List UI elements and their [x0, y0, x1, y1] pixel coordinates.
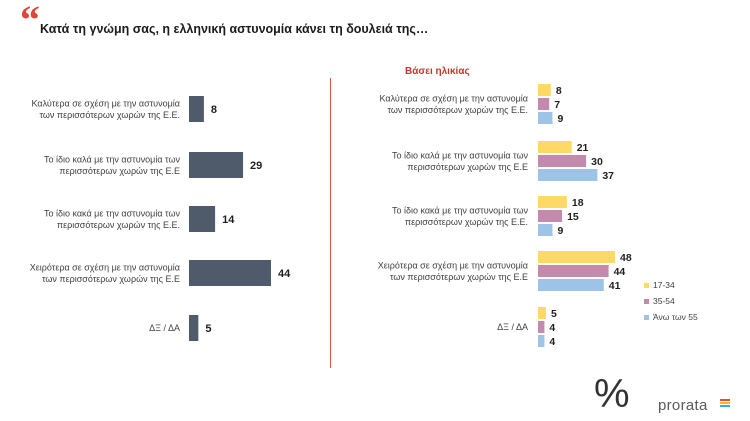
overall-bar [189, 96, 204, 122]
age-bar [538, 98, 550, 110]
age-bar [538, 307, 547, 319]
age-category-label: Καλύτερα σε σχέση με την αστυνομία [380, 93, 529, 103]
age-bar [538, 321, 545, 333]
age-value-label: 8 [556, 85, 562, 97]
age-category-label: Το ίδιο κακά με την αστυνομία των [392, 205, 529, 215]
overall-value-label: 44 [278, 268, 291, 280]
legend-label: 35-54 [653, 296, 675, 306]
age-bar [538, 196, 567, 208]
page-title: Κατά τη γνώμη σας, η ελληνική αστυνομία … [40, 22, 429, 36]
overall-category-label: των περισσότερων χωρών της Ε.Ε. [39, 110, 180, 120]
logo-stripe [720, 402, 730, 404]
overall-bar [189, 260, 271, 286]
brand-logo: prorata [658, 397, 708, 414]
age-bar [538, 210, 563, 222]
age-category-label: Χειρότερα σε σχέση με την αστυνομία [378, 260, 528, 270]
legend-label: Άνω των 55 [653, 312, 698, 322]
legend-label: 17-34 [653, 280, 675, 290]
legend-swatch [644, 315, 649, 320]
age-value-label: 9 [557, 225, 563, 237]
logo-stripes-icon [720, 399, 730, 408]
legend-swatch [644, 299, 649, 304]
age-value-label: 44 [614, 266, 626, 278]
age-category-label: των περισσότερων χωρών της Ε.Ε [390, 272, 528, 282]
logo-stripe [720, 405, 730, 407]
overall-value-label: 29 [250, 160, 262, 172]
age-value-label: 7 [554, 99, 560, 111]
overall-category-label: περισσότερων χωρών της Ε.Ε [59, 166, 180, 176]
age-value-label: 9 [557, 113, 563, 125]
overall-category-label: Καλύτερα σε σχέση με την αστυνομία [32, 98, 181, 108]
age-value-label: 4 [549, 336, 555, 348]
age-value-label: 30 [591, 156, 603, 168]
age-bar [538, 141, 572, 153]
overall-bar [189, 206, 216, 232]
legend-swatch [644, 283, 649, 288]
age-bar [538, 251, 615, 263]
age-value-label: 21 [577, 142, 589, 154]
overall-value-label: 5 [205, 323, 211, 335]
age-category-label: Το ίδιο καλά με την αστυνομία των [392, 150, 529, 160]
age-value-label: 37 [602, 170, 614, 182]
age-value-label: 4 [549, 322, 555, 334]
age-bar [538, 279, 604, 291]
quote-mark-icon: “ [20, 0, 40, 42]
overall-bar [189, 315, 199, 341]
age-value-label: 15 [567, 211, 579, 223]
overall-value-label: 8 [211, 104, 217, 116]
age-bar [538, 84, 551, 96]
age-category-label: ΔΞ / ΔΑ [497, 322, 528, 332]
age-bar [538, 335, 545, 347]
age-bar [538, 155, 587, 167]
age-value-label: 5 [551, 308, 557, 320]
panel-divider [330, 78, 331, 368]
age-bar [538, 169, 598, 181]
age-bar [538, 112, 553, 124]
overall-value-label: 14 [222, 214, 235, 226]
overall-category-label: ΔΞ / ΔΑ [149, 323, 180, 333]
age-breakdown-subtitle: Βάσει ηλικίας [405, 66, 470, 77]
percent-logo-icon: % [594, 372, 630, 416]
age-category-label: περισσότερων χωρών της Ε.Ε [407, 162, 528, 172]
age-bar [538, 224, 553, 236]
overall-category-label: περισσότερων χωρών της Ε.Ε. [57, 220, 180, 230]
overall-category-label: Το ίδιο καλά με την αστυνομία των [44, 154, 181, 164]
age-value-label: 18 [572, 197, 584, 209]
overall-bar [189, 152, 244, 178]
age-value-label: 41 [609, 280, 621, 292]
age-category-label: περισσότερων χωρών της Ε.Ε. [405, 217, 528, 227]
age-value-label: 48 [620, 252, 632, 264]
age-bar [538, 265, 609, 277]
logo-stripe [720, 399, 730, 401]
age-category-label: των περισσότερων χωρών της Ε.Ε. [387, 105, 528, 115]
overall-category-label: Το ίδιο κακά με την αστυνομία των [44, 208, 181, 218]
overall-category-label: Χειρότερα σε σχέση με την αστυνομία [30, 262, 180, 272]
overall-category-label: των περισσότερων χωρών της Ε.Ε [42, 274, 180, 284]
